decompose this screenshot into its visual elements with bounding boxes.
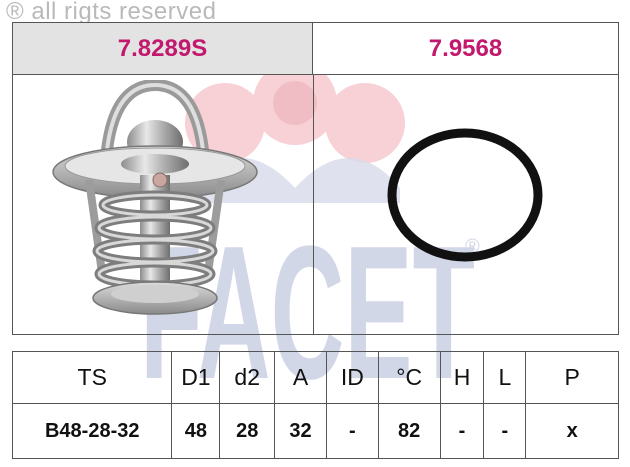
- thermostat-icon[interactable]: [45, 80, 265, 320]
- value-p: x: [566, 419, 578, 442]
- value-temperature: 82: [379, 404, 441, 458]
- value-l: -: [484, 404, 527, 458]
- header-d2: d2: [220, 352, 276, 403]
- table-header-row: TS D1 d2 A ID °C H L P: [13, 352, 618, 404]
- part-code-gasket[interactable]: 7.9568: [313, 23, 618, 75]
- header-temperature: °C: [379, 352, 441, 403]
- value-ts: B48-28-32: [13, 404, 173, 458]
- part-divider: [313, 75, 314, 334]
- registered-icon: ®: [6, 0, 25, 25]
- header-a: A: [275, 352, 327, 403]
- value-d2: 28: [220, 404, 276, 458]
- header-d1: D1: [172, 352, 221, 403]
- specification-table: TS D1 d2 A ID °C H L P B48-28-32 48 28 3…: [12, 351, 619, 459]
- part-code-thermostat[interactable]: 7.8289S: [13, 23, 313, 75]
- value-a: 32: [275, 404, 327, 458]
- parts-card: 7.8289S 7.9568: [12, 22, 619, 335]
- header-ts: TS: [13, 352, 173, 403]
- header-id: ID: [327, 352, 379, 403]
- value-h: -: [441, 404, 485, 458]
- header-p: P: [564, 364, 580, 390]
- table-row: B48-28-32 48 28 32 - 82 - - x: [13, 404, 618, 458]
- value-id: -: [327, 404, 379, 458]
- copyright-notice: ® all rigts reserved: [6, 0, 216, 26]
- o-ring-gasket-icon[interactable]: [385, 125, 545, 265]
- header-h: H: [441, 352, 485, 403]
- value-d1: 48: [172, 404, 221, 458]
- header-l: L: [484, 352, 527, 403]
- copyright-text: all rigts reserved: [31, 0, 217, 25]
